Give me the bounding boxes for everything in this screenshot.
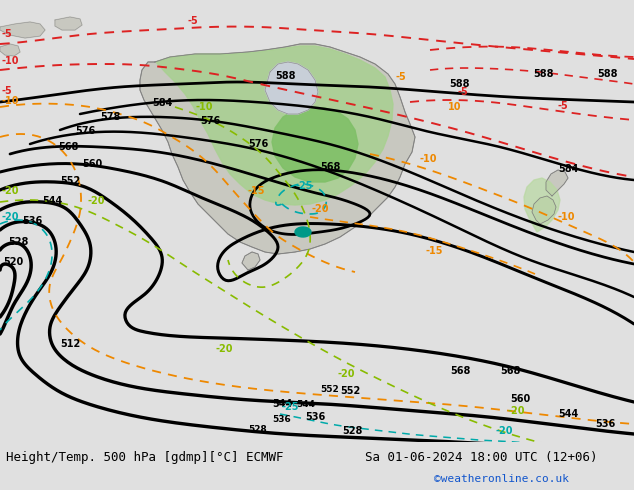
Text: 544: 544 (272, 399, 292, 409)
Polygon shape (272, 107, 358, 182)
Text: ©weatheronline.co.uk: ©weatheronline.co.uk (434, 474, 569, 485)
Text: 576: 576 (248, 139, 268, 149)
Text: Sa 01-06-2024 18:00 UTC (12+06): Sa 01-06-2024 18:00 UTC (12+06) (365, 451, 597, 464)
Text: -20: -20 (312, 204, 330, 214)
Text: 552: 552 (320, 385, 339, 394)
Text: 568: 568 (500, 366, 521, 376)
Text: -25: -25 (295, 181, 313, 191)
Text: 536: 536 (305, 412, 325, 422)
Text: 588: 588 (533, 69, 553, 79)
Text: -15: -15 (248, 186, 266, 196)
Text: -5: -5 (457, 87, 468, 97)
Text: 544: 544 (42, 196, 62, 206)
Text: 588: 588 (450, 79, 470, 89)
Text: 576: 576 (200, 116, 220, 126)
Text: -20: -20 (2, 212, 20, 222)
Text: Height/Temp. 500 hPa [gdmp][°C] ECMWF: Height/Temp. 500 hPa [gdmp][°C] ECMWF (6, 451, 283, 464)
Polygon shape (0, 44, 20, 56)
Text: -5: -5 (2, 86, 13, 96)
Text: 536: 536 (595, 419, 615, 429)
Text: 536: 536 (22, 216, 42, 226)
Text: -20: -20 (88, 196, 105, 206)
Text: 568: 568 (320, 162, 340, 172)
Text: -10: -10 (558, 212, 576, 222)
Text: 584: 584 (558, 164, 578, 174)
Text: 528: 528 (8, 237, 29, 247)
Polygon shape (242, 252, 260, 270)
Polygon shape (140, 44, 415, 254)
Text: 520: 520 (3, 257, 23, 267)
Text: 544: 544 (296, 400, 315, 409)
Text: -25: -25 (282, 402, 299, 412)
Text: 568: 568 (450, 366, 470, 376)
Text: 584: 584 (152, 98, 172, 108)
Text: -20: -20 (2, 186, 20, 196)
Text: -20: -20 (495, 426, 512, 436)
Text: -10: -10 (2, 56, 20, 66)
Text: -15: -15 (425, 246, 443, 256)
Text: 528: 528 (342, 426, 363, 436)
Text: 578: 578 (100, 112, 120, 122)
Text: 512: 512 (60, 339, 81, 349)
Polygon shape (55, 17, 82, 30)
Polygon shape (0, 22, 45, 38)
Polygon shape (265, 62, 318, 114)
Text: 544: 544 (558, 409, 578, 419)
Text: 576: 576 (75, 126, 95, 136)
Text: 528: 528 (248, 425, 267, 434)
Text: 552: 552 (60, 176, 81, 186)
Polygon shape (546, 170, 568, 196)
Text: 10: 10 (448, 102, 462, 112)
Text: -20: -20 (338, 369, 356, 379)
Text: -20: -20 (508, 406, 526, 416)
Text: 552: 552 (340, 386, 360, 396)
Text: 568: 568 (58, 142, 79, 152)
Polygon shape (532, 196, 556, 224)
Text: -10: -10 (195, 102, 212, 112)
Text: -10: -10 (2, 96, 20, 106)
Polygon shape (295, 227, 311, 237)
Text: -5: -5 (2, 29, 13, 39)
Text: -5: -5 (188, 16, 198, 26)
Text: 588: 588 (597, 69, 618, 79)
Text: 560: 560 (510, 394, 530, 404)
Polygon shape (524, 178, 560, 232)
Text: -5: -5 (395, 72, 406, 82)
Text: 588: 588 (275, 71, 295, 81)
Text: -5: -5 (558, 101, 569, 111)
Text: 536: 536 (272, 415, 291, 424)
Polygon shape (156, 46, 393, 205)
Text: -10: -10 (420, 154, 437, 164)
Text: -20: -20 (215, 344, 233, 354)
Text: 560: 560 (82, 159, 102, 169)
